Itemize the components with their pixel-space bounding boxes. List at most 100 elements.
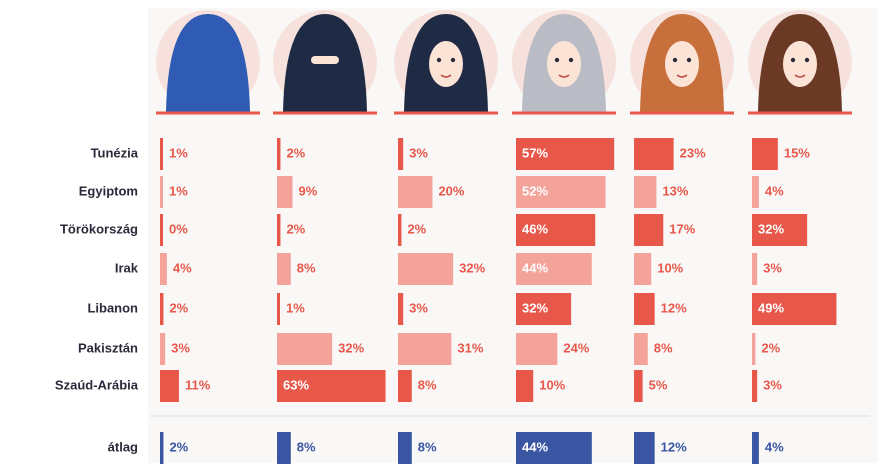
face [665,41,699,87]
row-label: Tunézia [91,145,139,160]
bar [752,293,837,325]
value-label: 63% [283,377,309,392]
bar [516,432,592,464]
value-label: 13% [662,183,688,198]
value-label: 8% [297,260,316,275]
eye [804,57,810,63]
bar [752,370,758,402]
bar [160,253,167,285]
faces [156,10,852,115]
bar [634,253,652,285]
bar [752,138,778,170]
value-label: 32% [758,221,784,236]
bar [752,176,759,208]
bar [634,370,643,402]
value-label: 52% [522,183,548,198]
bar [160,370,179,402]
value-label: 8% [418,377,437,392]
value-label: 32% [338,340,364,355]
value-label: 3% [763,260,782,275]
eye-slit [311,56,339,64]
bar [752,214,808,246]
bar [752,253,758,285]
value-label: 3% [763,377,782,392]
face [547,41,581,87]
bar [160,138,163,170]
bar [516,214,596,246]
mouth [676,74,688,78]
bar [516,370,534,402]
value-label: 23% [680,145,706,160]
value-label: 3% [171,340,190,355]
bar [516,253,592,285]
row-label: Szaúd-Arábia [55,377,139,392]
value-label: 1% [169,145,188,160]
value-label: 2% [169,439,188,454]
value-label: 2% [169,300,188,315]
value-label: 11% [185,377,211,392]
bar [398,214,402,246]
value-label: 3% [409,145,428,160]
mouth [558,74,570,78]
bar [516,333,558,365]
value-label: 46% [522,221,548,236]
row-label: Irak [115,260,139,275]
eye [436,57,442,63]
bar [752,333,756,365]
mouth [794,74,806,78]
value-label: 24% [563,340,589,355]
value-label: 9% [299,183,318,198]
bar [516,176,606,208]
bar [398,370,412,402]
value-label: 8% [297,439,316,454]
bar [277,333,333,365]
bar [398,176,433,208]
bar [398,253,454,285]
bar [277,138,281,170]
eye [672,57,678,63]
face [783,41,817,87]
row-label: Egyiptom [79,183,138,198]
bar [160,432,164,464]
value-label: 57% [522,145,548,160]
eye [790,57,796,63]
bar [752,432,759,464]
value-label: 3% [409,300,428,315]
bar [634,432,655,464]
row-label: átlag [108,439,138,454]
bar [160,214,163,246]
value-label: 20% [438,183,464,198]
bar [634,138,674,170]
value-label: 49% [758,300,784,315]
garment [166,14,250,112]
value-label: 31% [457,340,483,355]
value-label: 12% [661,300,687,315]
mouth [440,74,452,78]
bar [277,432,291,464]
bar [516,138,615,170]
value-label: 8% [418,439,437,454]
value-label: 4% [765,183,784,198]
value-label: 5% [649,377,668,392]
value-label: 10% [539,377,565,392]
bar [160,333,166,365]
bar [160,176,163,208]
bar [398,432,412,464]
row-label: Pakisztán [78,340,138,355]
value-label: 10% [657,260,683,275]
value-label: 15% [784,145,810,160]
value-label: 8% [654,340,673,355]
bar [277,370,386,402]
bar [516,293,572,325]
bar [398,138,404,170]
bar [398,293,404,325]
face [429,41,463,87]
value-label: 2% [286,221,305,236]
eye [450,57,456,63]
eye [686,57,692,63]
value-label: 32% [459,260,485,275]
bar [634,214,664,246]
value-label: 17% [669,221,695,236]
value-label: 2% [286,145,305,160]
